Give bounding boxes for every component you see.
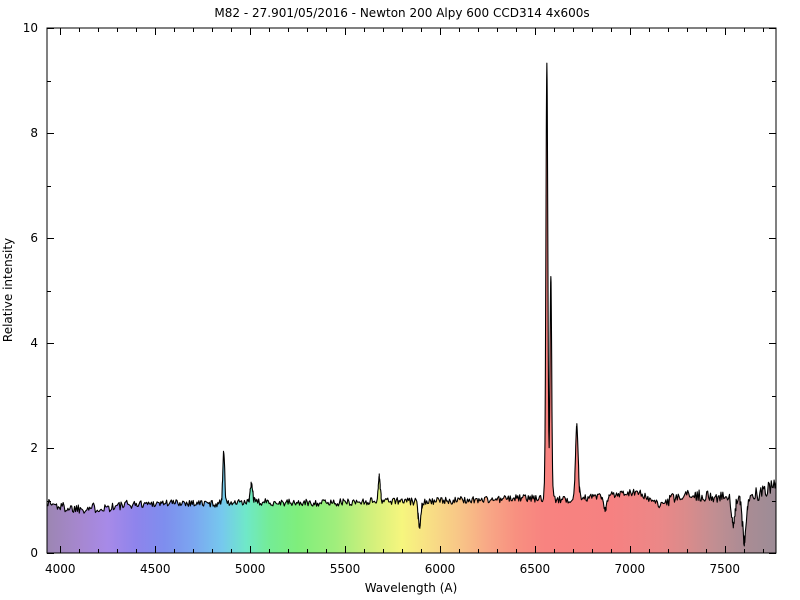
y-tick-label: 10 [23,21,38,35]
spectrum-line [46,62,777,547]
y-tick-label: 0 [30,546,38,560]
x-tick-label: 7500 [709,562,740,576]
spectrum-area [47,63,776,554]
spectrum-line-layer [46,62,777,547]
y-tick-label: 8 [30,126,38,140]
y-tick-label: 2 [30,441,38,455]
x-tick-label: 4500 [140,562,171,576]
x-tick-label: 5500 [330,562,361,576]
axes-layer [46,27,777,554]
spectrum-area-layer [47,63,776,554]
x-tick-label: 6500 [520,562,551,576]
x-tick-label: 4000 [45,562,76,576]
chart-title: M82 - 27.901/05/2016 - Newton 200 Alpy 6… [214,6,589,20]
y-tick-label: 6 [30,231,38,245]
y-tick-label: 4 [30,336,38,350]
x-tick-label: 6000 [425,562,456,576]
y-axis-label: Relative intensity [1,238,15,342]
tick-labels-layer: 4000 4500 5000 5500 6000 6500 7000 7500 0 2 4 6 8 10 [23,21,740,576]
x-axis-label: Wavelength (A) [365,581,458,595]
x-tick-label: 5000 [235,562,266,576]
plot-frame [46,27,777,554]
x-tick-label: 7000 [615,562,646,576]
